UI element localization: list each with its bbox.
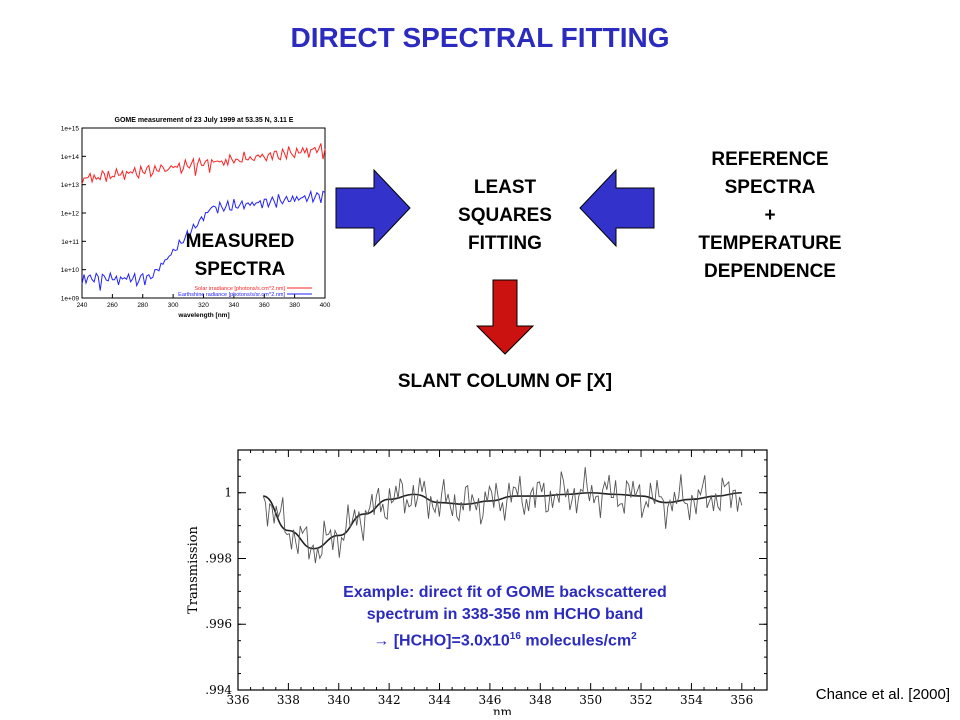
ref-line-4: TEMPERATURE [698, 233, 842, 254]
fit-ylabel: Transmission [186, 525, 201, 613]
caption-line-1: Example: direct fit of GOME backscattere… [343, 584, 667, 601]
caption-line-3: → [HCHO]=3.0x1016 molecules/cm2 [255, 626, 755, 652]
least-line-2: SQUARES [458, 205, 552, 226]
fit-ytick-label: .996 [205, 617, 232, 631]
example-caption: Example: direct fit of GOME backscattere… [255, 582, 755, 652]
gome-ytick-label: 1e+09 [61, 296, 80, 303]
gome-xtick-label: 340 [228, 302, 239, 309]
caption-exponent: 16 [509, 631, 521, 642]
ref-line-2: SPECTRA [724, 177, 816, 198]
left-arrow-icon [579, 168, 655, 248]
caption-result: [HCHO]=3.0x10 [393, 632, 510, 650]
reference-spectra-label: REFERENCE SPECTRA + TEMPERATURE DEPENDEN… [660, 146, 880, 286]
gome-xtick-label: 380 [289, 302, 300, 309]
gome-ytick-label: 1e+10 [61, 267, 80, 274]
fit-frame [237, 449, 768, 691]
down-arrow-icon [475, 279, 535, 355]
fit-measured-trace [262, 467, 743, 564]
gome-spectra-svg: GOME measurement of 23 July 1999 at 53.3… [42, 112, 337, 322]
gome-xtick-label: 300 [168, 302, 179, 309]
fit-ytick-label: 1 [224, 486, 232, 500]
fit-ytick-label: .994 [205, 683, 232, 697]
ref-line-1: REFERENCE [711, 149, 829, 170]
fit-xtick-label: 356 [730, 693, 753, 707]
fit-xtick-label: 354 [680, 693, 703, 707]
caption-units: molecules/cm [520, 632, 632, 650]
gome-xtick-label: 320 [198, 302, 209, 309]
gome-xtick-label: 400 [320, 302, 331, 309]
fit-xtick-label: 336 [227, 693, 250, 707]
fit-xtick-label: 344 [428, 693, 451, 707]
right-arrow-icon [335, 168, 411, 248]
ref-line-3: + [764, 205, 776, 226]
gome-xlabel: wavelength [nm] [177, 312, 229, 319]
caption-line-2: spectrum in 338-356 nm HCHO band [366, 606, 644, 623]
page-title: DIRECT SPECTRAL FITTING [290, 22, 670, 53]
gome-ytick-label: 1e+12 [61, 211, 80, 218]
ref-line-5: DEPENDENCE [704, 261, 836, 282]
least-line-3: FITTING [468, 233, 542, 254]
gome-background [42, 112, 337, 322]
gome-xtick-label: 260 [107, 302, 118, 309]
gome-xtick-label: 280 [137, 302, 148, 309]
measured-line-2: SPECTRA [194, 259, 286, 280]
fit-xtick-label: 342 [378, 693, 401, 707]
gome-xtick-label: 360 [259, 302, 270, 309]
hcho-fit-svg: 336 338 340 342 344 346 348 350 352 354 356 1 .998 .9… [186, 449, 768, 715]
fit-xtick-label: 352 [630, 693, 653, 707]
hcho-fit-chart: 336 338 340 342 344 346 348 350 352 354 356 1 .998 .9… [175, 440, 775, 715]
gome-ytick-label: 1e+15 [61, 126, 80, 133]
fit-xtick-label: 338 [277, 693, 300, 707]
slant-column-output: SLANT COLUMN OF [X] [397, 371, 613, 392]
fit-ytick-label: .998 [205, 551, 232, 565]
fit-xlabel: nm [493, 705, 513, 715]
measured-line-1: MEASURED [185, 231, 295, 252]
gome-ytick-label: 1e+13 [61, 182, 80, 189]
least-line-1: LEAST [473, 177, 537, 198]
gome-xtick-label: 240 [77, 302, 88, 309]
gome-spectra-plot: GOME measurement of 23 July 1999 at 53.3… [42, 112, 337, 322]
fit-xtick-label: 340 [327, 693, 350, 707]
fit-xtick-label: 350 [579, 693, 602, 707]
fit-xtick-label: 348 [529, 693, 552, 707]
gome-legend-earth: Earthshine radiance [photons/s/sr.cm^2.n… [178, 292, 285, 298]
fit-xtick-label: 346 [478, 693, 501, 707]
caption-units-exponent: 2 [631, 631, 637, 642]
gome-title: GOME measurement of 23 July 1999 at 53.3… [115, 117, 294, 124]
gome-ytick-label: 1e+14 [61, 154, 80, 161]
solar-irradiance-line [81, 143, 326, 185]
gome-ytick-label: 1e+11 [61, 239, 79, 246]
measured-spectra-label: MEASURED SPECTRA [165, 228, 315, 284]
citation: Chance et al. [2000] [815, 686, 950, 703]
earthshine-radiance-line [81, 189, 326, 291]
result-arrow-icon: → [373, 632, 390, 650]
least-squares-label: LEAST SQUARES FITTING [420, 174, 590, 258]
gome-legend-solar: Solar irradiance [photons/s.cm^2.nm] [194, 286, 285, 292]
